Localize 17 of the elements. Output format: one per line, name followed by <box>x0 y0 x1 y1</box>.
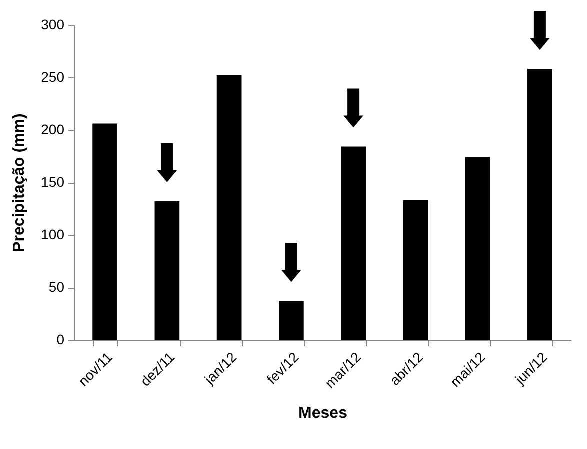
y-axis-title: Precipitação (mm) <box>11 114 28 252</box>
y-tick-label: 150 <box>41 174 65 190</box>
y-tick-label: 200 <box>41 122 65 138</box>
bar <box>154 201 180 340</box>
bar <box>279 301 304 340</box>
bar <box>465 157 490 340</box>
y-tick-label: 100 <box>41 226 65 242</box>
bar <box>528 69 552 340</box>
bar <box>216 75 242 340</box>
bar <box>92 124 118 340</box>
bar <box>341 146 366 340</box>
y-tick-label: 250 <box>41 69 65 85</box>
x-axis-title: Meses <box>298 405 348 422</box>
y-tick-label: 0 <box>56 332 65 348</box>
bar <box>403 200 428 340</box>
y-tick-label: 300 <box>41 16 65 32</box>
y-tick-label: 50 <box>48 279 65 295</box>
